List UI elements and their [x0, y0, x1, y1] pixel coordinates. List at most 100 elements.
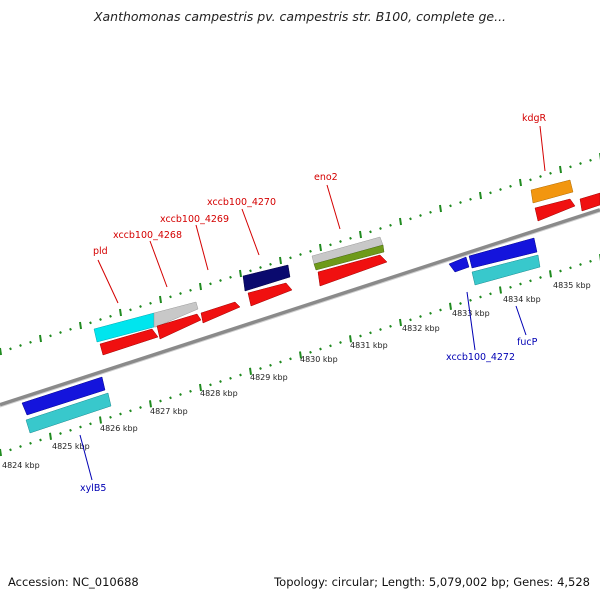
feature-fucP[interactable] [468, 237, 541, 286]
track-dot [329, 243, 332, 247]
gene-arrow[interactable] [579, 192, 600, 212]
feature-xccb100_4268-arrow[interactable] [156, 313, 202, 340]
kbp-label: 4824 kbp [2, 461, 40, 470]
gene-block[interactable] [242, 264, 291, 292]
track-dot [489, 292, 492, 296]
track-dot [459, 201, 462, 204]
feature-pld[interactable] [93, 301, 199, 356]
gene-arrow[interactable] [468, 237, 538, 269]
track-dot [229, 376, 232, 380]
kbp-label: 4833 kbp [452, 309, 490, 318]
feature-eno2[interactable] [311, 236, 388, 287]
track-tick [479, 191, 482, 200]
track-tick [399, 217, 402, 226]
track-dot [319, 347, 322, 351]
track-dot [589, 259, 592, 263]
label-kdgR[interactable]: kdgR [522, 113, 547, 124]
track-dot [89, 422, 92, 426]
kbp-label: 4827 kbp [150, 407, 188, 416]
track-dot [429, 210, 432, 214]
leader-fucP [515, 305, 527, 336]
track-dot [539, 175, 542, 178]
track-dot [329, 344, 332, 348]
gene-arrow[interactable] [317, 254, 388, 287]
track-dot [129, 308, 132, 312]
track-dot [249, 269, 252, 273]
track-dot [159, 399, 162, 403]
track-dot [129, 409, 132, 413]
track-dot [49, 334, 52, 338]
kbp-label: 4826 kbp [100, 424, 138, 433]
track-dot [259, 367, 262, 370]
track-dot [509, 184, 512, 188]
track-dot [369, 331, 372, 335]
track-dot [9, 448, 12, 452]
leader-xccb100_4269 [195, 224, 209, 271]
feature-xylB5[interactable] [21, 376, 112, 434]
track-dot [279, 360, 282, 364]
genome-info-text: Topology: circular; Length: 5,079,002 bp… [274, 575, 590, 589]
track-dot [59, 331, 62, 334]
genome-backbone-shadow [0, 211, 600, 408]
gene-arrow[interactable] [99, 328, 159, 356]
label-pld[interactable]: pld [93, 246, 108, 257]
feature-xccb100_4272-arrow[interactable] [448, 256, 470, 273]
track-tick [279, 256, 282, 265]
label-xccb100_4270[interactable]: xccb100_4270 [207, 197, 276, 208]
genome-backbone [0, 208, 600, 407]
track-dot [179, 393, 182, 396]
track-tick [119, 308, 122, 317]
feature-xccb100_4269-arrow[interactable] [200, 301, 241, 324]
track-dot [179, 292, 182, 295]
genome-title: Xanthomonas campestris pv. campestris st… [93, 9, 507, 24]
gene-block[interactable] [471, 254, 541, 286]
track-tick [199, 282, 202, 291]
track-dot [429, 311, 432, 315]
kbp-label: 4825 kbp [52, 442, 90, 451]
track-dot [189, 288, 192, 292]
track-dot [469, 197, 472, 201]
gene-arrow[interactable] [247, 282, 293, 307]
track-dot [499, 188, 502, 191]
track-dot [569, 266, 572, 270]
label-xccb100_4269[interactable]: xccb100_4269 [160, 214, 229, 225]
track-dot [379, 328, 382, 331]
feature-kdgR[interactable] [530, 179, 600, 222]
track-tick [359, 230, 362, 239]
track-tick [519, 178, 522, 187]
gene-arrow[interactable] [21, 376, 106, 416]
track-dot [219, 380, 222, 383]
track-dot [459, 302, 462, 305]
track-tick [449, 302, 452, 310]
track-dot [289, 357, 292, 361]
track-dot [529, 178, 532, 182]
gene-arrow[interactable] [534, 198, 576, 222]
track-tick [399, 318, 402, 327]
gene-block[interactable] [153, 301, 199, 328]
gene-block[interactable] [530, 179, 574, 204]
gene-block[interactable] [25, 392, 112, 434]
kbp-label: 4830 kbp [300, 355, 338, 364]
label-xylB5[interactable]: xylB5 [80, 483, 106, 494]
track-tick [99, 416, 102, 424]
track-dot [539, 276, 542, 279]
track-dot [469, 298, 472, 302]
track-dot [579, 263, 582, 266]
kbp-label: 4831 kbp [350, 341, 388, 350]
label-xccb100_4268[interactable]: xccb100_4268 [113, 230, 182, 241]
leader-eno2 [326, 184, 341, 230]
gene-block[interactable] [313, 244, 385, 271]
label-fucP[interactable]: fucP [517, 337, 538, 348]
track-tick [559, 165, 562, 174]
track-tick [0, 448, 2, 457]
label-xccb100_4272[interactable]: xccb100_4272 [446, 352, 515, 363]
track-dot [29, 340, 32, 344]
track-dot [369, 230, 372, 234]
track-dot [529, 279, 532, 283]
track-dot [69, 428, 72, 432]
label-eno2[interactable]: eno2 [314, 172, 338, 183]
track-dot [559, 269, 562, 273]
track-dot [99, 318, 102, 321]
feature-xccb100_4270[interactable] [242, 264, 293, 307]
